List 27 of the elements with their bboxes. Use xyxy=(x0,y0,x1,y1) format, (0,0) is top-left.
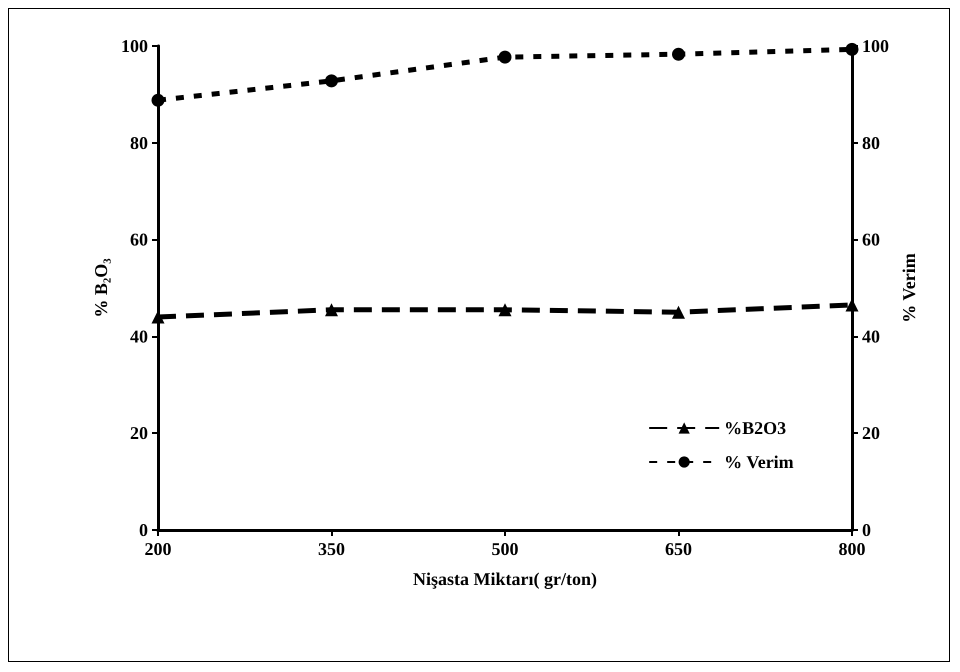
point xyxy=(325,74,338,88)
y-axis-title: % B₂O₃ xyxy=(91,258,111,318)
point xyxy=(672,48,685,61)
x-tick-label: 500 xyxy=(492,539,518,559)
x-tick-label: 200 xyxy=(144,539,172,559)
x-axis-title: Nişasta Miktarı( gr/ton) xyxy=(413,569,597,589)
y-tick-label: 40 xyxy=(130,326,148,346)
y-tick-label: 0 xyxy=(139,520,148,540)
x-tick-label: 350 xyxy=(318,539,345,559)
y2-tick-label: 100 xyxy=(862,36,889,56)
point xyxy=(498,50,512,64)
x-tick-label: 800 xyxy=(838,539,866,559)
point xyxy=(152,94,164,107)
y2-axis-title: % Verim xyxy=(899,253,919,323)
legend-label: % Verim xyxy=(724,452,794,472)
y-tick-label: 60 xyxy=(130,230,148,250)
y2-tick-label: 0 xyxy=(862,520,871,540)
y2-tick-label: 80 xyxy=(862,132,880,153)
y2-tick-label: 60 xyxy=(862,230,880,250)
y2-tick-label: 20 xyxy=(862,423,880,444)
x-tick-label: 650 xyxy=(665,539,692,559)
y-tick-label: 80 xyxy=(130,132,148,153)
y-tick-label: 100 xyxy=(121,36,148,56)
y-tick-label: 20 xyxy=(130,423,148,444)
legend-label: %B2O3 xyxy=(724,418,786,438)
point xyxy=(846,42,858,56)
y2-tick-label: 40 xyxy=(862,326,880,346)
